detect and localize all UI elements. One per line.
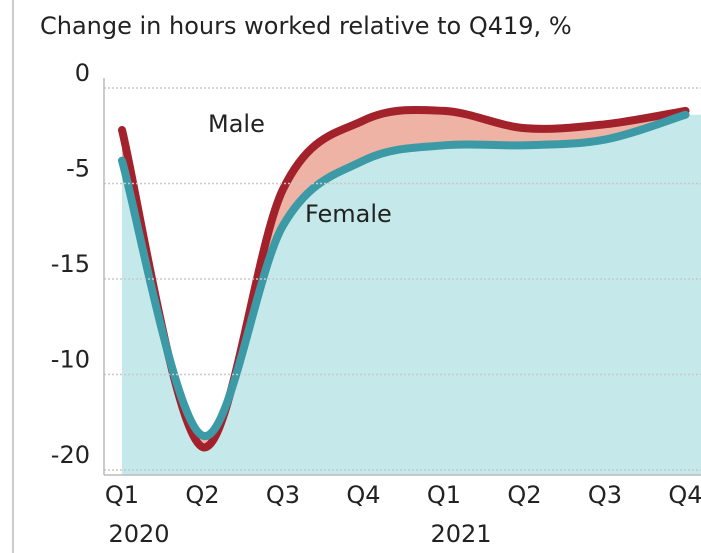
x-tick-label: Q2	[507, 481, 541, 509]
series-label: Male	[208, 110, 265, 138]
chart-title: Change in hours worked relative to Q419,…	[40, 12, 572, 40]
y-tick-label: -20	[51, 441, 90, 469]
plot	[118, 105, 701, 475]
series-label: Female	[305, 200, 392, 228]
series-line	[118, 110, 690, 440]
year-label: 2021	[430, 520, 491, 548]
x-tick-label: Q4	[668, 481, 701, 509]
series-line	[118, 105, 690, 452]
x-tick-label: Q3	[588, 481, 622, 509]
y-tick-label: 0	[75, 59, 90, 87]
y-tick-label: -15	[51, 250, 90, 278]
y-tick-label: -10	[51, 346, 90, 374]
female-area	[122, 114, 701, 475]
x-tick-label: Q1	[427, 481, 461, 509]
year-label: 2020	[108, 520, 169, 548]
x-tick-label: Q1	[105, 481, 139, 509]
x-tick-label: Q2	[185, 481, 219, 509]
x-tick-label: Q3	[266, 481, 300, 509]
y-tick-label: -5	[66, 155, 90, 183]
x-tick-label: Q4	[346, 481, 380, 509]
